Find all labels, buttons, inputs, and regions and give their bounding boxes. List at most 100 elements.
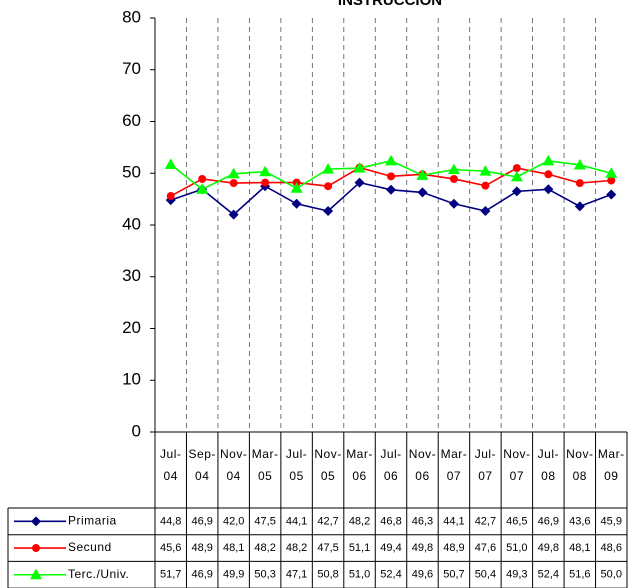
table-cell: 51,1: [349, 542, 370, 554]
x-tick-label: Jul- 08: [538, 447, 559, 483]
table-cell: 52,4: [538, 569, 559, 581]
marker: [261, 178, 270, 187]
table-cell: 47,6: [475, 542, 496, 554]
x-tick-label: Jul- 07: [475, 447, 496, 483]
marker: [166, 192, 175, 201]
x-tick-label-part: 07: [447, 469, 461, 483]
table-cell: 44,1: [443, 515, 464, 527]
marker: [227, 167, 240, 179]
legend-label: Primaria: [68, 514, 117, 528]
table-cell: 49,3: [506, 569, 527, 581]
marker: [607, 176, 616, 185]
y-tick-label: 0: [132, 421, 141, 440]
x-tick-label-part: 08: [541, 469, 555, 483]
x-tick-label-part: 07: [478, 469, 492, 483]
table-cell: 48,1: [569, 542, 590, 554]
x-tick-label-part: 06: [415, 469, 429, 483]
marker: [228, 209, 239, 220]
y-tick-label: 60: [122, 111, 141, 130]
table-cell: 50,8: [317, 569, 338, 581]
y-tick-label: 30: [122, 266, 141, 285]
marker: [481, 181, 490, 190]
table-cell: 51,0: [506, 542, 527, 554]
table-cell: 46,8: [380, 515, 401, 527]
y-tick-label: 40: [122, 214, 141, 233]
marker: [354, 177, 365, 188]
x-tick-label-part: Mar-: [346, 447, 373, 461]
marker: [510, 170, 523, 182]
table-cell: 48,9: [191, 542, 212, 554]
table-cell: 50,4: [475, 569, 496, 581]
table-cell: 47,5: [254, 515, 275, 527]
x-tick-label: Nov- 07: [503, 447, 530, 483]
y-tick-label: 50: [122, 163, 141, 182]
table-cell: 42,7: [475, 515, 496, 527]
x-tick-label-part: 07: [510, 469, 524, 483]
marker: [605, 167, 618, 178]
marker: [416, 169, 429, 180]
table-cell: 46,3: [412, 515, 433, 527]
x-tick-label-part: 08: [573, 469, 587, 483]
table-cell: 48,6: [601, 542, 622, 554]
marker: [447, 163, 460, 175]
table-cell: 51,7: [160, 569, 181, 581]
marker: [448, 198, 459, 209]
table-cell: 49,8: [538, 542, 559, 554]
marker: [259, 165, 272, 177]
x-tick-label: Jul- 06: [380, 447, 401, 483]
x-tick-label-part: 05: [321, 469, 335, 483]
table-cell: 48,2: [286, 542, 307, 554]
marker: [479, 165, 492, 176]
table-cell: 50,3: [254, 569, 275, 581]
marker: [480, 206, 491, 217]
marker: [574, 201, 585, 212]
table-cell: 45,6: [160, 542, 181, 554]
x-tick-label-part: Nov-: [409, 447, 436, 461]
legend-label: Terc./Univ.: [68, 567, 129, 581]
x-tick-label: Nov- 06: [409, 447, 436, 483]
marker: [164, 158, 177, 169]
table-cell: 47,5: [317, 542, 338, 554]
marker: [198, 174, 207, 183]
marker: [196, 183, 209, 194]
x-tick-label-part: 04: [195, 469, 209, 483]
x-tick-label-part: Nov-: [566, 447, 593, 461]
table-cell: 48,2: [349, 515, 370, 527]
table-cell: 50,0: [601, 569, 622, 581]
table-cell: 51,6: [569, 569, 590, 581]
x-tick-label-part: 09: [604, 469, 618, 483]
marker: [512, 164, 521, 173]
x-tick-label-part: Nov-: [503, 447, 530, 461]
marker: [32, 544, 40, 553]
marker: [31, 516, 41, 527]
y-tick-label: 20: [122, 318, 141, 337]
x-tick-label-part: Jul-: [160, 447, 181, 461]
x-tick-label: Nov- 08: [566, 447, 593, 483]
chart-title: INSTRUCCION: [338, 0, 442, 9]
marker: [417, 187, 428, 198]
x-tick-label: Sep- 04: [189, 447, 216, 483]
table-cell: 46,9: [191, 515, 212, 527]
table-cell: 48,1: [223, 542, 244, 554]
x-tick-label-part: Sep-: [189, 447, 216, 461]
marker: [353, 162, 366, 173]
table-cell: 49,9: [223, 569, 244, 581]
x-tick-label-part: 06: [352, 469, 366, 483]
table-cell: 46,5: [506, 515, 527, 527]
marker: [229, 179, 238, 188]
marker: [449, 174, 458, 183]
table-cell: 50,7: [443, 569, 464, 581]
table-cell: 44,8: [160, 515, 181, 527]
x-tick-label: Nov- 04: [220, 447, 247, 483]
table-cell: 42,0: [223, 515, 244, 527]
table-cell: 48,9: [443, 542, 464, 554]
marker: [511, 186, 522, 197]
table-cell: 44,1: [286, 515, 307, 527]
x-tick-label-part: 04: [164, 469, 178, 483]
x-tick-label-part: Jul-: [475, 447, 496, 461]
x-tick-label: Mar- 05: [252, 447, 279, 483]
marker: [30, 568, 42, 580]
y-tick-label: 80: [122, 7, 141, 26]
x-tick-label-part: Jul-: [538, 447, 559, 461]
marker: [324, 182, 333, 191]
